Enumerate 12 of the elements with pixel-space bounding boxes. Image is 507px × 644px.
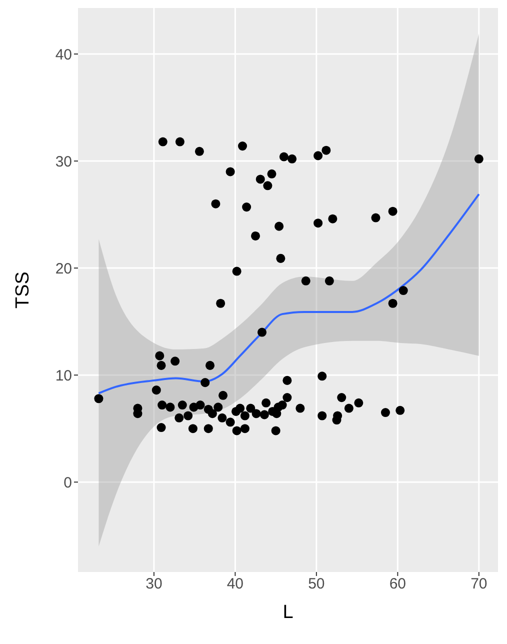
y-tick-label: 30 [55, 153, 72, 170]
x-axis-title: L [282, 602, 294, 623]
x-tick-label: 50 [308, 576, 325, 593]
x-tick-label: 40 [226, 576, 244, 593]
x-tick-label: 70 [470, 576, 488, 593]
y-axis-title: TSS [12, 272, 34, 308]
y-tick-label: 20 [55, 260, 72, 278]
x-tick-label: 30 [146, 576, 162, 593]
y-tick-label: 40 [55, 46, 72, 64]
x-tick-label: 60 [389, 576, 406, 593]
y-tick-label: 10 [55, 367, 72, 384]
y-tick-label: 0 [64, 474, 72, 492]
